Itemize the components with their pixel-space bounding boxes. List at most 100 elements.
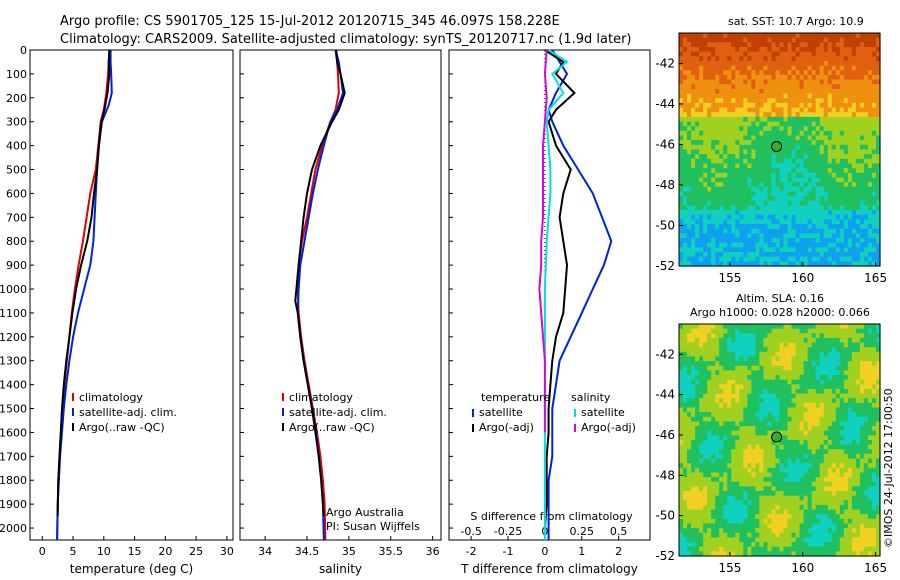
legend-label: satellite [479,406,523,419]
x-tick-label: 35.5 [379,545,404,558]
series-line-t-argo-adj- [543,49,576,529]
legend-label: Argo(-adj) [479,421,534,434]
y-tick-label: 800 [6,235,27,248]
series-line-s-satellite [543,49,569,540]
series-line-argo-raw-qc- [294,49,346,517]
panel-frame-1 [29,49,234,541]
legend-title-temperature: temperature [481,391,550,404]
series-line-s-argo-adj- [538,49,548,433]
x-tick-label: -2 [466,545,477,558]
x-axis-label-3: T difference from climatology [460,562,638,576]
legend-label: Argo(..raw -QC) [289,421,375,434]
map-y-tick-label: -50 [655,509,675,523]
x-tick-label: 0 [39,545,46,558]
map-y-tick-label: -50 [655,218,675,232]
top-axis-label: S difference from climatology [470,510,633,523]
chart-panels: 0100200300400500600700800900100011001200… [0,32,887,576]
map-y-tick-label: -48 [655,468,675,482]
y-tick-label: 1800 [0,474,27,487]
y-tick-label: 200 [6,92,27,105]
sst-map [679,33,881,267]
y-tick-label: 700 [6,211,27,224]
map-y-tick-label: -44 [655,97,675,111]
map-x-tick-label: 165 [864,561,887,575]
y-tick-label: 900 [6,259,27,272]
map-y-tick-label: -46 [655,428,675,442]
argo-float-marker [771,140,783,152]
y-tick-label: 1400 [0,379,27,392]
y-tick-label: 1300 [0,355,27,368]
map-x-tick-label: 165 [864,271,887,285]
map-y-tick-label: -48 [655,178,675,192]
x-tick-label: -1 [503,545,514,558]
x-tick-label: 25 [189,545,203,558]
map-y-tick-label: -52 [655,549,675,563]
x-tick-label: 2 [615,545,622,558]
y-tick-label: 400 [6,140,27,153]
legend-label: Argo(..raw -QC) [79,421,165,434]
map-frame [678,32,881,267]
x-tick-label: 1 [578,545,585,558]
annotation-pi: PI: Susan Wijffels [326,520,420,533]
x-axis-label-2: salinity [319,562,362,576]
map-x-tick-label: 160 [791,271,814,285]
map-y-tick-label: -52 [655,259,675,273]
y-tick-label: 1000 [0,283,27,296]
y-tick-label: 1200 [0,331,27,344]
sla-map [679,324,881,557]
map-y-tick-label: -44 [655,388,675,402]
y-tick-label: 100 [6,68,27,81]
sst-map-title: sat. SST: 10.7 Argo: 10.9 [728,15,864,28]
imos-timestamp-label: ©IMOS 24-Jul-2012 17:00:50 [882,388,895,548]
legend-label: climatology [289,391,353,404]
sla-map-title-1: Altim. SLA: 0.16 [736,292,824,305]
map-y-tick-label: -46 [655,137,675,151]
legend-label: satellite-adj. clim. [289,406,387,419]
title-line-1: Argo profile: CS 5901705_125 15-Jul-2012… [60,14,560,29]
map-x-tick-label: 155 [719,271,742,285]
panel-frame-3 [448,49,651,541]
panel-frame-2 [239,49,442,541]
series-line-t-satellite [547,49,613,540]
y-tick-label: 0 [20,44,27,57]
legend-label: Argo(-adj) [581,421,636,434]
legend-label: satellite [581,406,625,419]
series-line-argo-raw-qc- [56,49,111,517]
x-axis-label-1: temperature (deg C) [70,562,193,576]
x-tick-label: 34 [258,545,272,558]
x-tick-label: 5 [70,545,77,558]
s-tick-label: -0.25 [494,525,522,538]
x-tick-label: 15 [128,545,142,558]
sla-map-title-2: Argo h1000: 0.028 h2000: 0.066 [690,306,870,319]
y-tick-label: 500 [6,164,27,177]
y-tick-label: 1100 [0,307,27,320]
x-tick-label: 30 [220,545,234,558]
x-tick-label: 36 [426,545,440,558]
y-tick-label: 1700 [0,450,27,463]
legend-title-salinity: salinity [571,391,611,404]
y-tick-label: 600 [6,187,27,200]
map-x-tick-label: 155 [719,561,742,575]
argo-float-marker [771,431,783,443]
y-tick-label: 1900 [0,498,27,511]
x-tick-label: 35 [342,545,356,558]
y-tick-label: 2000 [0,522,27,535]
y-tick-label: 1500 [0,403,27,416]
legend-label: climatology [79,391,143,404]
s-tick-label: 0.5 [610,525,628,538]
x-tick-label: 20 [158,545,172,558]
y-tick-label: 1600 [0,426,27,439]
y-tick-label: 300 [6,116,27,129]
s-tick-label: -0.5 [460,525,481,538]
annotation-argo-australia: Argo Australia [326,506,404,519]
title-line-2: Climatology: CARS2009. Satellite-adjuste… [60,32,632,47]
x-tick-label: 10 [97,545,111,558]
map-frame [678,323,881,557]
legend-label: satellite-adj. clim. [79,406,177,419]
s-tick-label: 0.25 [570,525,595,538]
x-tick-label: 34.5 [295,545,320,558]
map-x-tick-label: 160 [791,561,814,575]
x-tick-label: 0 [541,545,548,558]
